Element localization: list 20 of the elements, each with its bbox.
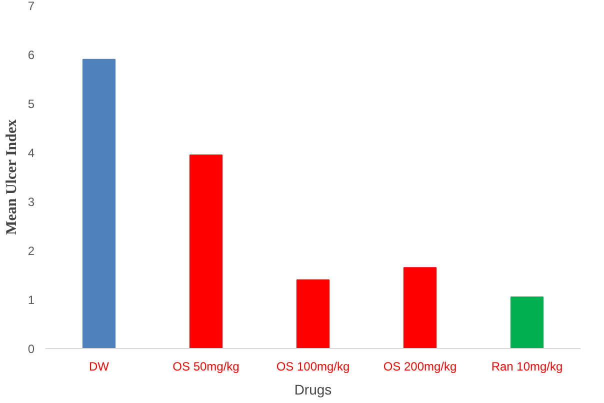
x-tick-label: OS 100mg/kg — [276, 360, 350, 374]
y-tick-label: 6 — [28, 48, 35, 62]
bar — [510, 296, 544, 348]
x-axis-title: Drugs — [294, 382, 332, 398]
x-tick-label: OS 200mg/kg — [383, 360, 457, 374]
y-axis-title: Mean Ulcer Index — [4, 118, 20, 235]
x-tick-label: Ran 10mg/kg — [491, 360, 563, 374]
x-tick-label: DW — [89, 360, 110, 374]
y-tick-label: 0 — [28, 342, 35, 356]
y-tick-label: 4 — [28, 146, 35, 160]
y-tick-label: 3 — [28, 195, 35, 209]
y-tick-label: 2 — [28, 244, 35, 258]
bar — [82, 58, 116, 348]
bar — [403, 267, 437, 348]
x-tick-label: OS 50mg/kg — [172, 360, 240, 374]
y-tick-label: 1 — [28, 293, 35, 307]
bar — [296, 279, 330, 348]
bar — [189, 154, 223, 348]
y-tick-label: 7 — [28, 0, 35, 13]
y-tick-label: 5 — [28, 97, 35, 111]
